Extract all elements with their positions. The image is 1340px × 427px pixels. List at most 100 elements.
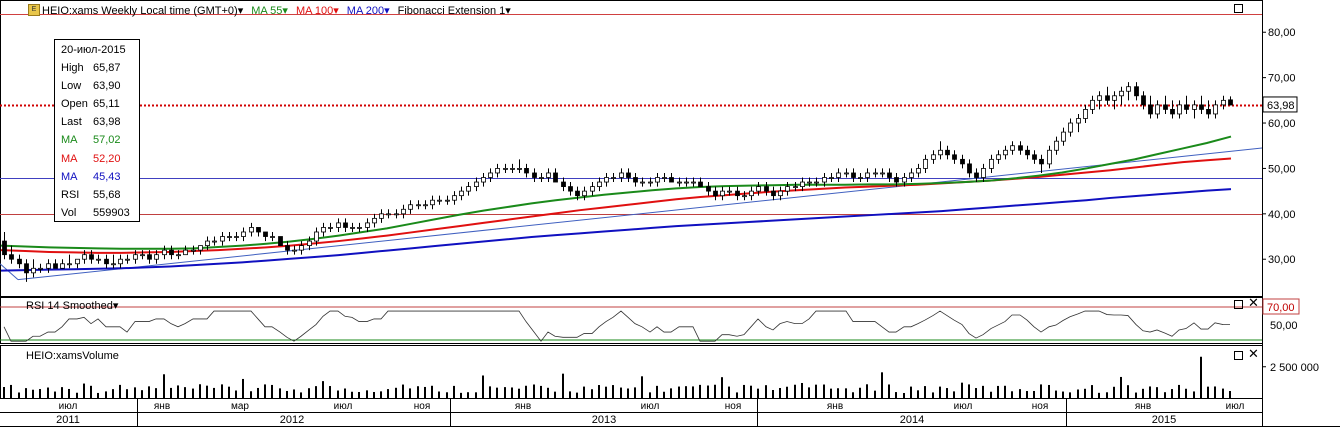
volume-bar xyxy=(874,390,876,398)
info-row-low: Low 63,90 xyxy=(61,77,133,95)
price-tick-label: 60,00 xyxy=(1268,118,1296,130)
info-value: 55,68 xyxy=(93,188,121,201)
price-tick-label: 40,00 xyxy=(1268,209,1296,221)
candle-body xyxy=(967,163,972,174)
candle-body xyxy=(655,177,660,183)
volume-bar xyxy=(591,389,593,398)
close-volume-panel-button[interactable]: ✕ xyxy=(1248,347,1259,360)
candle-body xyxy=(111,263,116,266)
volume-bar xyxy=(213,387,215,398)
volume-bar xyxy=(409,388,411,398)
volume-bar xyxy=(656,385,658,398)
volume-bar xyxy=(605,386,607,398)
candle-body xyxy=(836,172,841,178)
fib-label: Fibonacci Extension 1 xyxy=(397,4,506,17)
volume-bar xyxy=(721,377,723,398)
candle-body xyxy=(220,236,225,242)
candle-body xyxy=(147,254,152,260)
info-key: Open xyxy=(61,98,88,111)
volume-bar xyxy=(859,387,861,398)
candle-body xyxy=(706,186,711,192)
volume-bar xyxy=(1062,391,1064,398)
candle-body xyxy=(1047,149,1052,165)
candle-body xyxy=(742,195,747,198)
volume-bar xyxy=(54,391,56,398)
ma100-legend[interactable]: MA 100▾ xyxy=(295,4,339,17)
candle-body xyxy=(96,258,101,261)
ma200-legend[interactable]: MA 200▾ xyxy=(346,4,390,17)
candle-body xyxy=(553,172,558,183)
symbol-title[interactable]: HEIO:xams Weekly Local time (GMT+0)▾ xyxy=(42,4,244,17)
candle-body xyxy=(38,267,43,270)
candle-body xyxy=(713,190,718,197)
volume-bar xyxy=(90,385,92,398)
info-value: 63,90 xyxy=(93,80,121,93)
month-label: июл xyxy=(641,401,660,412)
last-price-label: 63,98 xyxy=(1267,100,1295,112)
volume-bar xyxy=(1193,391,1195,398)
candles-group xyxy=(2,82,1233,282)
candle-body xyxy=(517,168,522,170)
info-row-rsi: RSI 55,68 xyxy=(61,186,133,204)
fib-legend[interactable]: Fibonacci Extension 1▾ xyxy=(397,4,511,17)
candle-body xyxy=(698,181,703,187)
candle-body xyxy=(1228,99,1233,106)
maximize-volume-panel-button[interactable] xyxy=(1234,351,1243,362)
candle-body xyxy=(430,199,435,206)
volume-bar xyxy=(141,390,143,398)
volume-bar xyxy=(794,384,796,398)
ma200-line xyxy=(0,188,1232,272)
candle-body xyxy=(793,186,798,188)
volume-bar xyxy=(598,385,600,398)
volume-bar xyxy=(692,386,694,398)
volume-bar xyxy=(1120,376,1122,398)
volume-bar xyxy=(446,392,448,398)
candle-body xyxy=(960,158,965,165)
candle-body xyxy=(82,254,87,260)
volume-bar xyxy=(866,384,868,398)
volume-bar xyxy=(786,386,788,398)
volume-bar xyxy=(112,389,114,398)
volume-bar xyxy=(1185,388,1187,398)
volume-bar xyxy=(1106,392,1108,398)
candle-body xyxy=(546,172,551,178)
candle-body xyxy=(437,199,442,202)
volume-bar xyxy=(467,392,469,398)
info-row-vol: Vol 559903 xyxy=(61,204,133,222)
volume-bar xyxy=(431,385,433,398)
info-value: 63,98 xyxy=(93,116,121,129)
candle-body xyxy=(125,258,130,261)
candle-body xyxy=(336,222,341,228)
candle-body xyxy=(1039,158,1044,165)
maximize-rsi-panel-button[interactable] xyxy=(1234,300,1243,311)
candle-body xyxy=(539,177,544,179)
volume-bar xyxy=(504,387,506,398)
candle-body xyxy=(619,172,624,178)
volume-panel-title: HEIO:xamsVolume xyxy=(26,350,119,362)
ma55-legend[interactable]: MA 55▾ xyxy=(251,4,288,17)
volume-bar xyxy=(620,387,622,398)
maximize-main-panel-button[interactable] xyxy=(1234,4,1243,15)
candle-body xyxy=(249,227,254,233)
candle-body xyxy=(1134,86,1139,97)
price-tick-label: 80,00 xyxy=(1268,27,1296,39)
data-window: 20-июл-2015 High 65,87 Low 63,90 Open 65,11 La… xyxy=(54,39,140,222)
candle-body xyxy=(256,227,261,233)
candle-body xyxy=(568,186,573,192)
instrument-logo-icon[interactable]: E xyxy=(28,4,40,16)
volume-bar xyxy=(402,384,404,398)
candle-body xyxy=(902,177,907,183)
candle-body xyxy=(357,227,362,229)
candle-body xyxy=(720,190,725,197)
candle-body xyxy=(873,172,878,175)
close-rsi-panel-button[interactable]: ✕ xyxy=(1248,296,1259,309)
candle-body xyxy=(749,190,754,197)
volume-bar xyxy=(1142,388,1144,398)
candle-body xyxy=(604,177,609,183)
volume-bar xyxy=(417,386,419,398)
fibonacci-trend-line xyxy=(0,263,19,281)
rsi-panel-title[interactable]: RSI 14 Smoothed▾ xyxy=(26,300,119,312)
volume-bar xyxy=(10,384,12,398)
volume-bar xyxy=(1084,388,1086,398)
